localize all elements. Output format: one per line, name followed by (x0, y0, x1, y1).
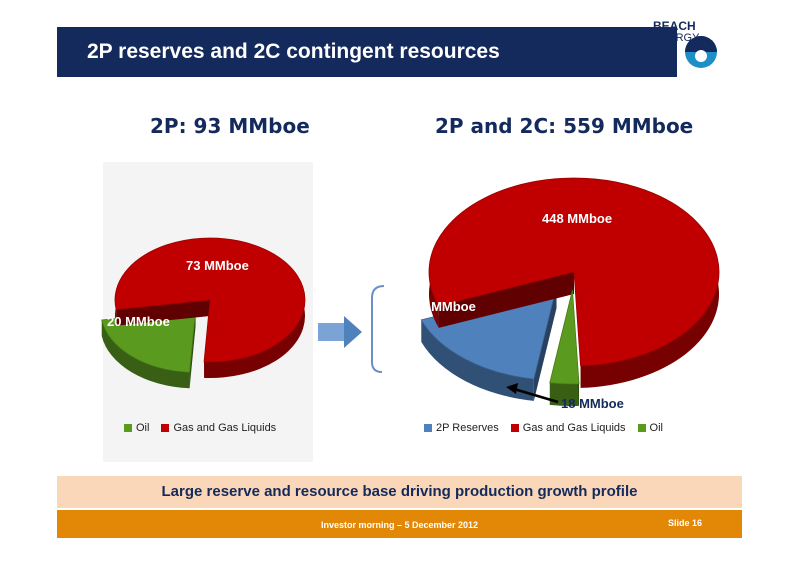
pie-slice-face-2p-reserves (533, 285, 557, 401)
pie-slice-face-gas-and-gas-liquids (438, 272, 574, 328)
pie-slice-gas-and-gas-liquids (114, 237, 306, 363)
legend-item-gas: Gas and Gas Liquids (161, 422, 276, 434)
legend-swatch-2p (424, 424, 432, 432)
slide-header: 2P reserves and 2C contingent resources (57, 27, 742, 77)
label-right-2p: 93 MMboe (413, 299, 476, 314)
beach-energy-logo (677, 27, 742, 77)
pie-slice-gas-and-gas-liquids (428, 177, 720, 367)
logo-mark-icon (685, 36, 717, 68)
pie-slice-side-2p-reserves (421, 319, 534, 401)
pie-slice-side-oil (101, 320, 190, 389)
right-arrow-icon (318, 316, 362, 348)
label-right-gas: 448 MMboe (542, 211, 613, 226)
label-left-gas: 73 MMboe (186, 258, 249, 273)
pie-slice-oil (549, 289, 580, 385)
pie-slice-oil (101, 309, 197, 373)
logo-line2: ENERGY (653, 32, 700, 44)
logo-line1: BEACH (653, 19, 696, 33)
label-right-oil: 18 MMboe (561, 396, 624, 411)
legend-item-2p: 2P Reserves (424, 422, 499, 434)
pointer-arrow-icon (506, 383, 559, 404)
legend-label-gas: Gas and Gas Liquids (173, 422, 277, 434)
pie-slice-face-gas-and-gas-liquids (116, 300, 210, 326)
chart-title-right: 2P and 2C: 559 MMboe (435, 114, 694, 138)
legend-label-oil: Oil (136, 422, 150, 434)
legend-swatch-oil (124, 424, 132, 432)
pie-slice-side-oil (549, 382, 580, 406)
pie-slice-2p-reserves (420, 285, 558, 380)
bracket-icon (371, 285, 385, 373)
left-pie (101, 237, 306, 389)
legend-right: 2P Reserves Gas and Gas Liquids Oil (424, 422, 663, 434)
legend-label-oil-right: Oil (649, 422, 663, 434)
slide-footer: Investor morning – 5 December 2012 Slide… (57, 510, 742, 538)
legend-swatch-gas (161, 424, 170, 432)
legend-item-gas-right: Gas and Gas Liquids (510, 422, 626, 434)
legend-item-oil-right: Oil (637, 422, 663, 434)
chart-title-left: 2P: 93 MMboe (150, 114, 310, 138)
legend-label-gas-right: Gas and Gas Liquids (522, 422, 626, 434)
label-left-oil: 20 MMboe (107, 314, 170, 329)
legend-item-oil: Oil (124, 422, 149, 434)
legend-label-2p: 2P Reserves (436, 422, 499, 434)
legend-swatch-gas-right (510, 424, 519, 432)
legend-swatch-oil-right (637, 424, 646, 432)
legend-left: Oil Gas and Gas Liquids (124, 422, 276, 434)
slide-title: 2P reserves and 2C contingent resources (87, 40, 500, 63)
slide-number: Slide 16 (667, 518, 702, 528)
footer-text: Investor morning – 5 December 2012 (320, 520, 479, 530)
takeaway-banner: Large reserve and resource base driving … (57, 476, 742, 508)
right-pie (420, 177, 720, 406)
